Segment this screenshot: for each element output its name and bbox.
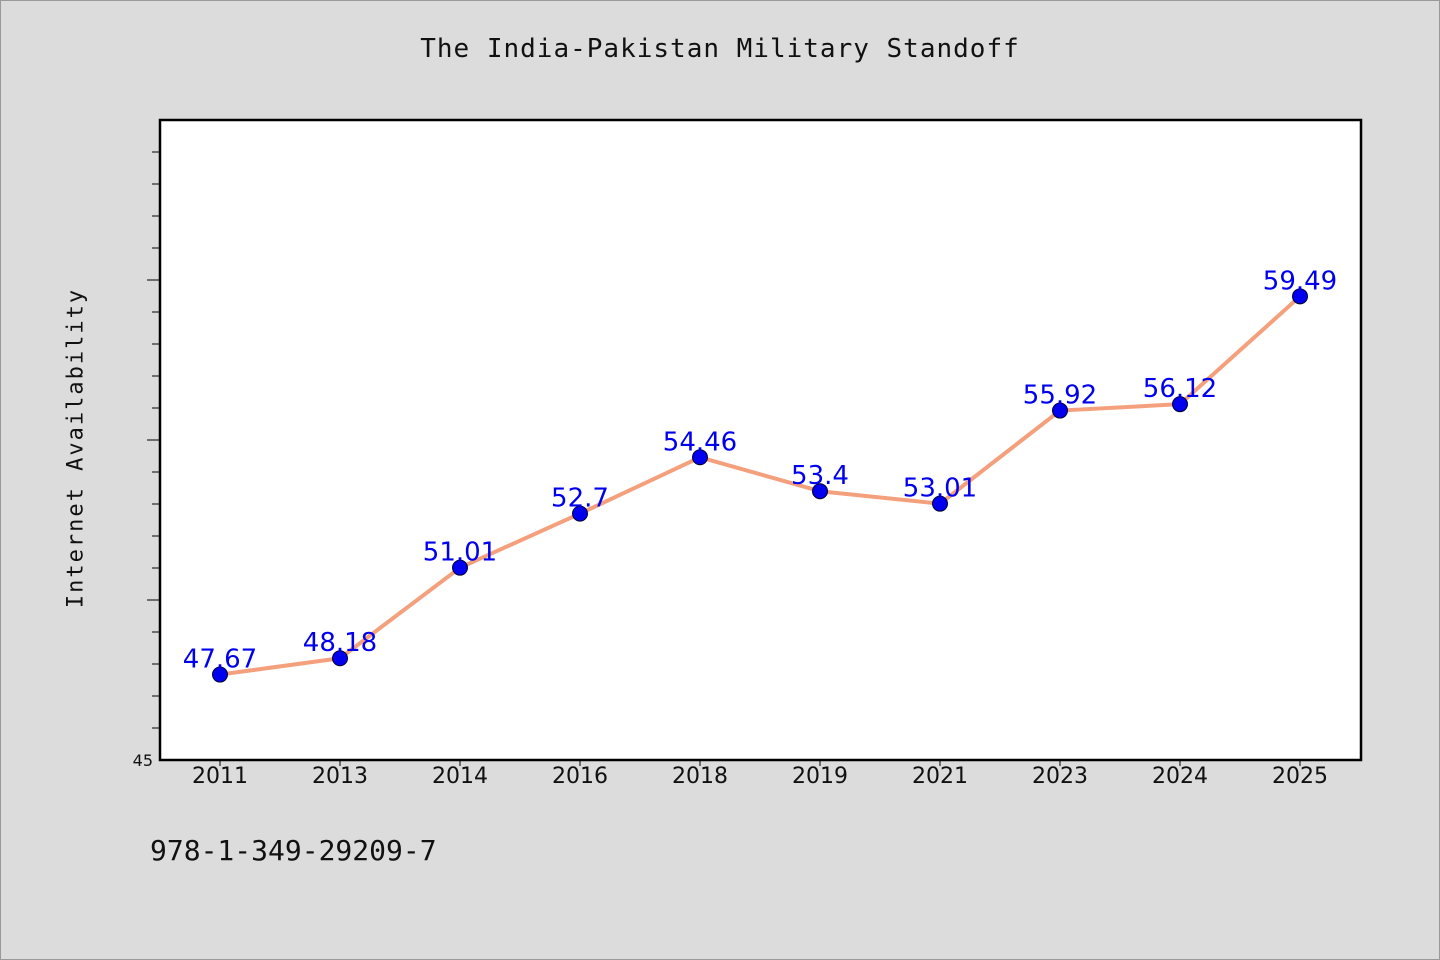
data-label: 53.4: [791, 461, 849, 491]
x-tick-label: 2021: [912, 764, 968, 789]
x-tick-label: 2014: [432, 764, 488, 789]
data-point: [932, 495, 948, 512]
series-line: [218, 294, 1302, 677]
data-label: 51.01: [423, 538, 497, 568]
data-point: [812, 483, 828, 500]
data-label: 56.12: [1143, 374, 1217, 404]
x-tick-label: 2013: [312, 764, 368, 789]
data-label: 54.46: [663, 427, 737, 457]
data-point: [452, 559, 468, 576]
data-label: 53.01: [903, 474, 977, 504]
data-label: 59.49: [1263, 266, 1337, 296]
data-point: [1292, 288, 1308, 305]
x-tick-label: 2019: [792, 764, 848, 789]
y-tick-label: 45: [133, 751, 153, 770]
x-tick-label: 2011: [192, 764, 248, 789]
footer-isbn: 978-1-349-29209-7: [150, 834, 437, 867]
data-label: 52.7: [551, 484, 609, 514]
data-point: [212, 666, 228, 683]
data-point: [332, 650, 348, 667]
data-point: [1172, 396, 1188, 413]
x-tick-label: 2016: [552, 764, 608, 789]
data-point: [692, 449, 708, 466]
x-tick-label: 2025: [1272, 764, 1328, 789]
x-tick-label: 2018: [672, 764, 728, 789]
plot-area: [158, 118, 1363, 762]
chart-title: The India-Pakistan Military Standoff: [420, 34, 1020, 64]
data-label: 47.67: [183, 645, 257, 675]
x-tick-label: 2023: [1032, 764, 1088, 789]
data-point: [572, 505, 588, 522]
data-label: 55.92: [1023, 381, 1097, 411]
data-label: 48.18: [303, 628, 377, 658]
x-tick-label: 2024: [1152, 764, 1208, 789]
data-point: [1052, 402, 1068, 419]
